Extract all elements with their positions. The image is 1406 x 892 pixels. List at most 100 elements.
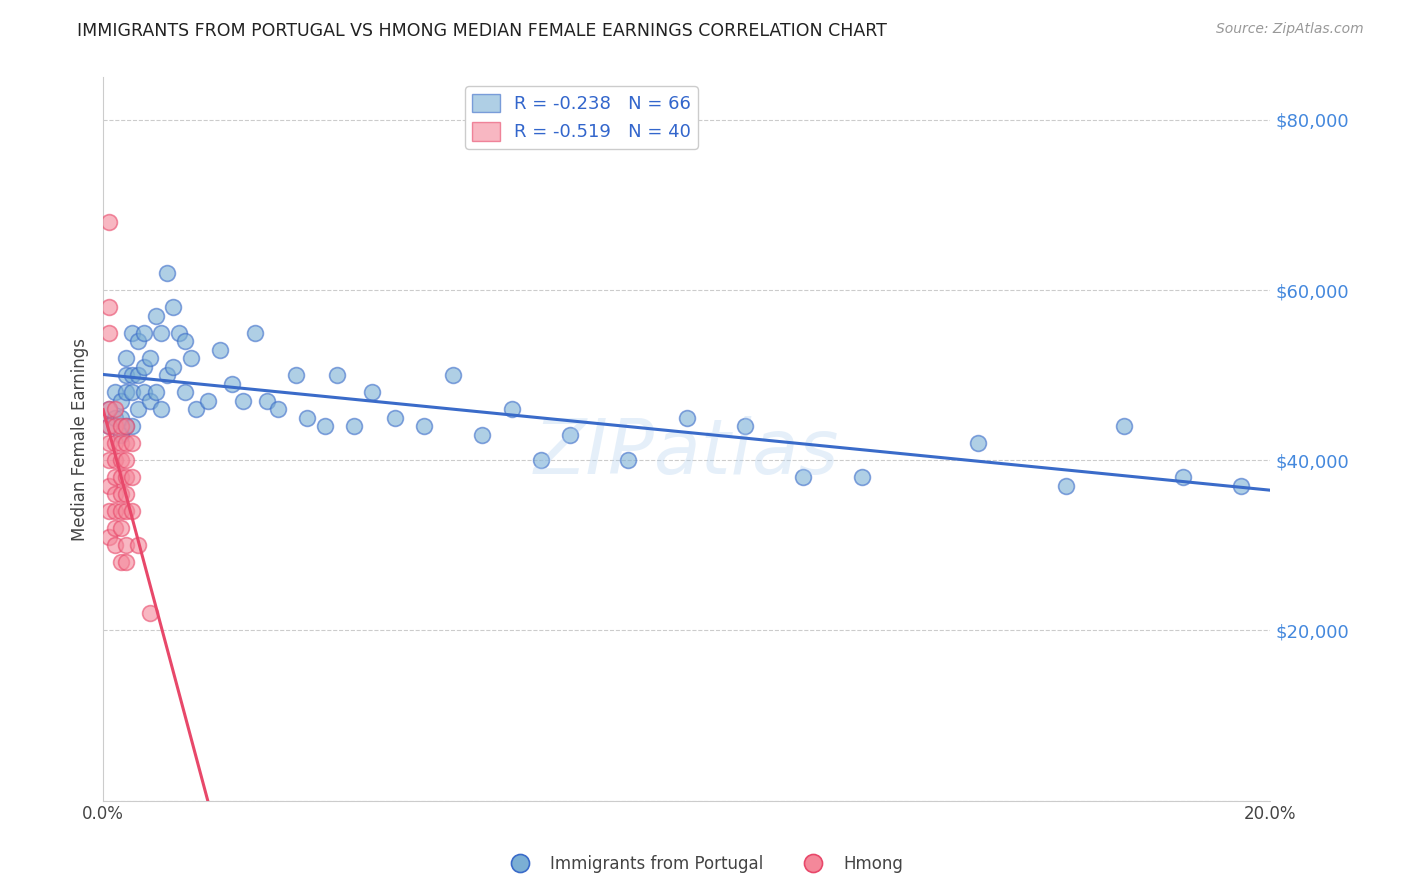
Point: [127, 368, 149, 383]
Point: [132, 326, 155, 340]
Point: [104, 402, 127, 417]
Point: [197, 393, 219, 408]
Point: [121, 436, 143, 450]
Point: [110, 521, 132, 535]
Point: [243, 326, 266, 340]
Point: [110, 436, 132, 450]
Point: [150, 402, 173, 417]
Point: [167, 326, 190, 340]
Text: Source: ZipAtlas.com: Source: ZipAtlas.com: [1216, 22, 1364, 37]
Point: [360, 385, 382, 400]
Point: [97, 402, 120, 417]
Point: [121, 326, 143, 340]
Point: [180, 351, 202, 366]
Legend: Immigrants from Portugal, Hmong: Immigrants from Portugal, Hmong: [496, 848, 910, 880]
Point: [617, 453, 640, 467]
Point: [97, 326, 120, 340]
Point: [325, 368, 347, 383]
Point: [1230, 479, 1253, 493]
Point: [1114, 419, 1136, 434]
Point: [121, 504, 143, 518]
Point: [734, 419, 756, 434]
Point: [145, 385, 167, 400]
Point: [104, 487, 127, 501]
Point: [121, 368, 143, 383]
Point: [110, 419, 132, 434]
Point: [121, 470, 143, 484]
Point: [127, 402, 149, 417]
Point: [267, 402, 290, 417]
Point: [97, 215, 120, 229]
Point: [104, 453, 127, 467]
Point: [110, 470, 132, 484]
Point: [104, 504, 127, 518]
Point: [384, 410, 406, 425]
Point: [97, 419, 120, 434]
Point: [150, 326, 173, 340]
Point: [145, 309, 167, 323]
Point: [173, 385, 195, 400]
Point: [173, 334, 195, 348]
Point: [104, 419, 127, 434]
Point: [558, 427, 581, 442]
Point: [501, 402, 523, 417]
Point: [97, 530, 120, 544]
Point: [441, 368, 464, 383]
Point: [256, 393, 278, 408]
Point: [97, 419, 120, 434]
Point: [110, 410, 132, 425]
Point: [104, 385, 127, 400]
Point: [156, 266, 179, 280]
Point: [104, 521, 127, 535]
Point: [115, 436, 138, 450]
Point: [115, 368, 138, 383]
Point: [110, 393, 132, 408]
Point: [208, 343, 231, 357]
Point: [413, 419, 436, 434]
Point: [139, 393, 162, 408]
Point: [1054, 479, 1077, 493]
Point: [115, 470, 138, 484]
Point: [1171, 470, 1194, 484]
Point: [115, 419, 138, 434]
Point: [97, 504, 120, 518]
Point: [675, 410, 697, 425]
Point: [115, 453, 138, 467]
Point: [97, 402, 120, 417]
Point: [851, 470, 873, 484]
Point: [186, 402, 208, 417]
Point: [121, 419, 143, 434]
Text: ZIPatlas: ZIPatlas: [534, 417, 839, 491]
Text: IMMIGRANTS FROM PORTUGAL VS HMONG MEDIAN FEMALE EARNINGS CORRELATION CHART: IMMIGRANTS FROM PORTUGAL VS HMONG MEDIAN…: [77, 22, 887, 40]
Y-axis label: Median Female Earnings: Median Female Earnings: [72, 337, 89, 541]
Point: [104, 538, 127, 552]
Point: [115, 385, 138, 400]
Point: [284, 368, 307, 383]
Point: [104, 470, 127, 484]
Point: [110, 427, 132, 442]
Point: [967, 436, 990, 450]
Point: [162, 359, 184, 374]
Point: [132, 385, 155, 400]
Point: [115, 419, 138, 434]
Point: [314, 419, 336, 434]
Point: [115, 487, 138, 501]
Point: [297, 410, 319, 425]
Point: [156, 368, 179, 383]
Point: [97, 300, 120, 314]
Point: [232, 393, 254, 408]
Point: [110, 555, 132, 569]
Point: [343, 419, 366, 434]
Point: [104, 436, 127, 450]
Point: [792, 470, 814, 484]
Point: [221, 376, 243, 391]
Point: [104, 410, 127, 425]
Point: [115, 351, 138, 366]
Point: [97, 436, 120, 450]
Point: [110, 487, 132, 501]
Point: [97, 453, 120, 467]
Point: [127, 538, 149, 552]
Point: [471, 427, 494, 442]
Legend: R = -0.238   N = 66, R = -0.519   N = 40: R = -0.238 N = 66, R = -0.519 N = 40: [465, 87, 697, 149]
Point: [132, 359, 155, 374]
